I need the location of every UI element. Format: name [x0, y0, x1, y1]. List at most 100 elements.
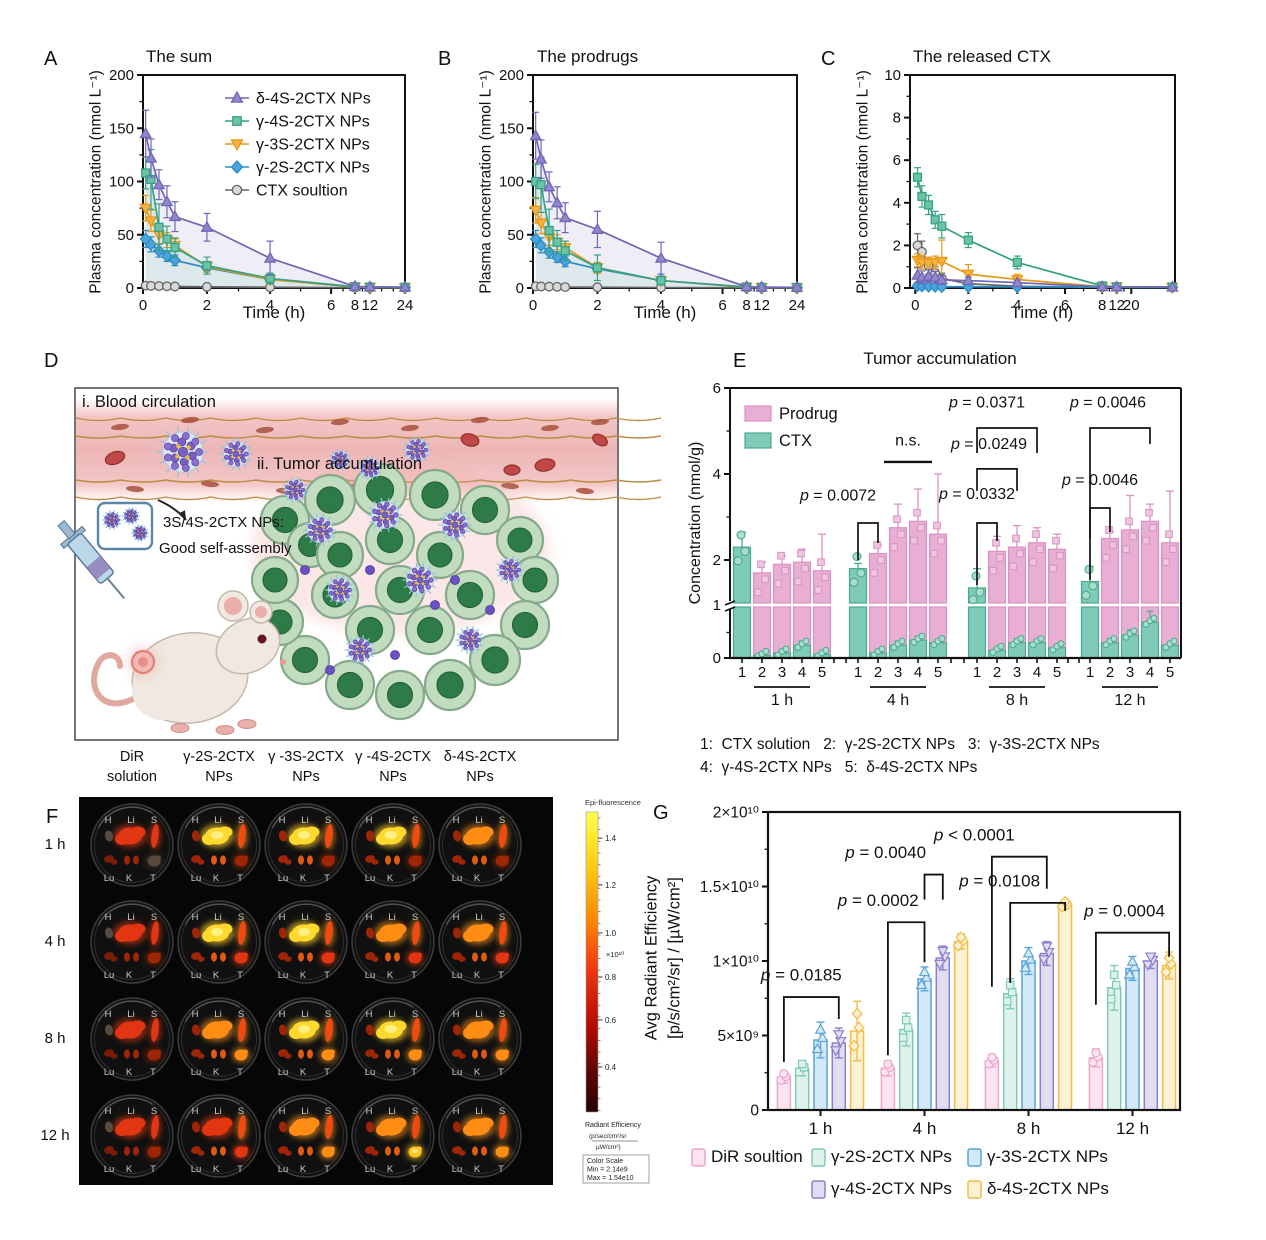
nps-text-line2: Good self-assembly	[159, 540, 292, 557]
svg-text:S: S	[238, 912, 244, 923]
svg-text:4: 4	[914, 664, 922, 681]
svg-text:T: T	[150, 1164, 156, 1175]
series-CTX-soultion	[912, 233, 1178, 293]
svg-text:12: 12	[362, 297, 379, 314]
svg-text:8 h: 8 h	[1017, 1119, 1041, 1138]
tumor-cell	[303, 473, 357, 527]
svg-text:0: 0	[911, 297, 919, 314]
svg-text:Li: Li	[388, 1009, 395, 1020]
svg-text:50: 50	[507, 227, 524, 244]
svg-text:T: T	[411, 1067, 417, 1078]
svg-text:2: 2	[758, 664, 766, 681]
svg-text:200: 200	[499, 67, 524, 84]
svg-text:S: S	[325, 1106, 331, 1117]
svg-text:H: H	[366, 1009, 373, 1020]
svg-text:p = 0.0185: p = 0.0185	[760, 965, 842, 984]
svg-text:4: 4	[713, 466, 721, 483]
svg-text:0: 0	[750, 1103, 759, 1120]
svg-text:H: H	[192, 1009, 199, 1020]
svg-text:γ-2S-2CTX NPs: γ-2S-2CTX NPs	[256, 160, 370, 177]
svg-text:T: T	[150, 1067, 156, 1078]
svg-text:8: 8	[893, 110, 901, 127]
svg-text:Li: Li	[475, 815, 482, 826]
svg-text:Lu: Lu	[104, 873, 115, 884]
svg-text:4 h: 4 h	[913, 1119, 937, 1138]
svg-text:n.s.: n.s.	[895, 433, 921, 450]
svg-text:Li: Li	[214, 1009, 221, 1020]
svg-text:T: T	[237, 873, 243, 884]
svg-text:H: H	[279, 912, 286, 923]
svg-text:0: 0	[139, 297, 147, 314]
svg-text:2: 2	[1106, 664, 1114, 681]
chart-e-caption-2: 4: γ-4S-2CTX NPs 5: δ-4S-2CTX NPs	[700, 759, 978, 776]
svg-text:Li: Li	[127, 1009, 134, 1020]
svg-text:Lu: Lu	[365, 970, 376, 981]
svg-text:K: K	[126, 873, 133, 884]
f-col5-line1: δ-4S-2CTX	[443, 749, 517, 765]
organ-dish: H Li S Lu K T	[351, 997, 435, 1081]
svg-text:6: 6	[713, 380, 721, 397]
svg-text:4: 4	[266, 297, 274, 314]
svg-text:T: T	[324, 1067, 330, 1078]
chart-e-title: Tumor accumulation	[863, 349, 1017, 368]
svg-text:T: T	[498, 1067, 504, 1078]
chart-a-xlabel: Time (h)	[242, 303, 306, 322]
tumor-cell	[468, 633, 522, 687]
svg-text:δ-4S-2CTX NPs: δ-4S-2CTX NPs	[256, 91, 371, 108]
svg-text:6: 6	[718, 297, 726, 314]
svg-text:0: 0	[126, 280, 134, 297]
svg-text:p = 0.0108: p = 0.0108	[958, 872, 1040, 891]
svg-text:(p/sec/cm²/sr: (p/sec/cm²/sr	[589, 1133, 627, 1140]
svg-text:S: S	[238, 815, 244, 826]
tumor-cell	[364, 514, 416, 566]
f-row-4h: 4 h	[44, 933, 66, 950]
svg-text:5×10⁹: 5×10⁹	[717, 1028, 759, 1045]
tumor-cell	[415, 530, 465, 580]
svg-text:γ-4S-2CTX NPs: γ-4S-2CTX NPs	[256, 114, 370, 131]
svg-text:150: 150	[109, 120, 134, 137]
series-δ-4S-2CTX-NPs	[911, 267, 1179, 292]
svg-text:µW/cm²): µW/cm²)	[596, 1144, 621, 1151]
svg-text:Lu: Lu	[191, 1164, 202, 1175]
svg-text:1: 1	[738, 664, 746, 681]
svg-text:Li: Li	[214, 912, 221, 923]
svg-text:Li: Li	[214, 1106, 221, 1117]
svg-text:H: H	[279, 1009, 286, 1020]
svg-text:8 h: 8 h	[1006, 692, 1028, 709]
svg-text:Max = 1.54e10: Max = 1.54e10	[587, 1175, 634, 1182]
svg-text:T: T	[237, 1164, 243, 1175]
svg-text:T: T	[150, 970, 156, 981]
tumor-cell	[499, 599, 551, 651]
svg-text:H: H	[105, 912, 112, 923]
svg-text:p = 0.0002: p = 0.0002	[837, 891, 919, 910]
svg-text:5: 5	[1053, 664, 1061, 681]
svg-text:K: K	[300, 970, 307, 981]
organ-dish: H Li S Lu K T	[90, 1094, 174, 1178]
svg-text:Lu: Lu	[191, 1067, 202, 1078]
tumor-cell	[250, 555, 300, 605]
svg-text:T: T	[237, 970, 243, 981]
svg-text:4: 4	[1146, 664, 1154, 681]
svg-text:Lu: Lu	[452, 1164, 463, 1175]
svg-text:K: K	[300, 873, 307, 884]
svg-text:Li: Li	[127, 815, 134, 826]
svg-text:5: 5	[934, 664, 942, 681]
svg-text:6: 6	[1061, 297, 1069, 314]
svg-text:1×10¹⁰: 1×10¹⁰	[713, 954, 759, 971]
organ-dish: H Li S Lu K T	[438, 1094, 522, 1178]
svg-text:T: T	[498, 1164, 504, 1175]
series-δ-4S-2CTX-NPs	[529, 111, 804, 292]
tumor-cell	[459, 484, 511, 536]
svg-text:Li: Li	[388, 912, 395, 923]
tumor-cell	[495, 515, 545, 565]
svg-text:2×10¹⁰: 2×10¹⁰	[713, 805, 759, 822]
nanoparticle	[131, 524, 149, 542]
svg-text:Li: Li	[127, 1106, 134, 1117]
svg-text:Li: Li	[301, 1009, 308, 1020]
svg-text:K: K	[387, 873, 394, 884]
svg-text:3: 3	[1013, 664, 1021, 681]
svg-text:p = 0.0072: p = 0.0072	[799, 488, 876, 505]
